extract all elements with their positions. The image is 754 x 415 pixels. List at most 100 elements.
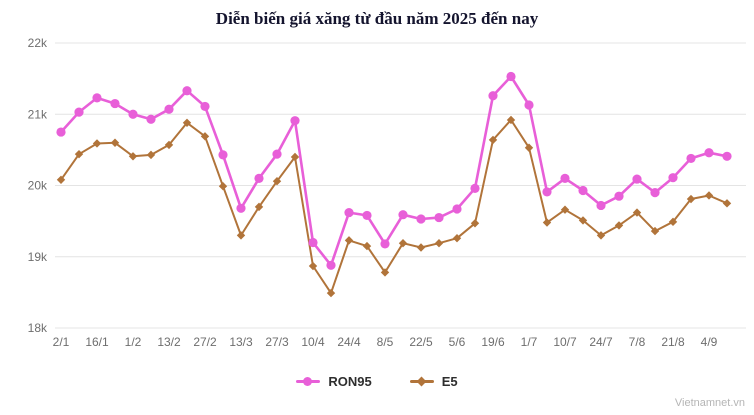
ron95-point[interactable]: [416, 214, 426, 224]
legend-item-ron95[interactable]: RON95: [296, 374, 372, 389]
x-tick-label: 24/4: [337, 335, 361, 349]
e5-point[interactable]: [74, 149, 84, 159]
ron95-point[interactable]: [182, 86, 192, 96]
e5-point[interactable]: [416, 243, 426, 252]
ron95-legend-marker-icon: [296, 377, 321, 387]
e5-point[interactable]: [326, 288, 336, 298]
ron95-point[interactable]: [650, 188, 660, 198]
e5-point[interactable]: [254, 202, 264, 212]
e5-point[interactable]: [164, 140, 174, 150]
ron95-point[interactable]: [290, 116, 300, 126]
e5-point[interactable]: [56, 175, 66, 184]
e5-point[interactable]: [704, 191, 714, 200]
x-tick-label: 22/5: [409, 335, 433, 349]
e5-point[interactable]: [506, 115, 516, 125]
e5-point[interactable]: [668, 217, 678, 227]
e5-point[interactable]: [92, 139, 102, 148]
e5-point[interactable]: [488, 135, 498, 145]
e5-point[interactable]: [110, 138, 120, 147]
e5-point[interactable]: [308, 261, 318, 271]
e5-point[interactable]: [146, 150, 156, 160]
e5-point[interactable]: [542, 218, 552, 227]
x-tick-label: 1/2: [125, 335, 142, 349]
x-tick-label: 10/7: [553, 335, 577, 349]
e5-point[interactable]: [128, 152, 138, 161]
ron95-point[interactable]: [146, 114, 156, 124]
x-tick-label: 2/1: [53, 335, 70, 349]
x-tick-label: 19/6: [481, 335, 505, 349]
ron95-point[interactable]: [578, 185, 588, 196]
ron95-point[interactable]: [344, 207, 354, 218]
e5-point[interactable]: [560, 205, 570, 214]
e5-point[interactable]: [236, 231, 246, 240]
e5-point[interactable]: [632, 208, 642, 217]
x-tick-label: 4/9: [701, 335, 718, 349]
x-tick-label: 1/7: [521, 335, 538, 349]
ron95-point[interactable]: [272, 149, 282, 159]
ron95-point[interactable]: [632, 174, 642, 184]
ron95-point[interactable]: [398, 210, 408, 220]
e5-point[interactable]: [200, 132, 210, 141]
ron95-point[interactable]: [488, 91, 498, 101]
e5-point[interactable]: [398, 239, 408, 248]
e5-legend-marker-icon: [409, 376, 434, 387]
watermark: Vietnamnet.vn: [674, 397, 745, 409]
e5-point[interactable]: [434, 239, 444, 248]
ron95-point[interactable]: [452, 204, 462, 214]
e5-point[interactable]: [470, 219, 480, 228]
ron95-point[interactable]: [110, 98, 120, 109]
chart-title: Diễn biến giá xăng từ đầu năm 2025 đến n…: [215, 9, 539, 28]
e5-point[interactable]: [686, 194, 696, 204]
e5-point[interactable]: [524, 143, 534, 152]
ron95-point[interactable]: [434, 212, 444, 223]
ron95-point[interactable]: [218, 150, 228, 160]
x-tick-label: 7/8: [629, 335, 646, 349]
ron95-point[interactable]: [470, 183, 480, 193]
e5-point[interactable]: [380, 268, 390, 277]
e5-point[interactable]: [722, 199, 732, 208]
e5-point[interactable]: [362, 241, 372, 251]
ron95-point[interactable]: [236, 203, 246, 213]
e5-point[interactable]: [596, 231, 606, 240]
ron95-point[interactable]: [596, 200, 606, 211]
ron95-point[interactable]: [362, 210, 372, 221]
legend-item-e5[interactable]: E5: [409, 374, 458, 389]
e5-point[interactable]: [272, 177, 282, 186]
ron95-point[interactable]: [164, 104, 174, 114]
ron95-point[interactable]: [722, 151, 732, 161]
ron95-point[interactable]: [308, 237, 318, 248]
ron95-point[interactable]: [74, 107, 84, 117]
legend-label-ron95: RON95: [328, 374, 372, 389]
e5-point[interactable]: [578, 216, 588, 225]
x-tick-label: 27/3: [265, 335, 289, 349]
ron95-point[interactable]: [524, 100, 534, 110]
ron95-point[interactable]: [92, 93, 102, 103]
e5-point[interactable]: [290, 152, 300, 162]
ron95-point[interactable]: [704, 148, 714, 158]
ron95-point[interactable]: [254, 173, 264, 183]
ron95-line: [60, 75, 728, 267]
ron95-point[interactable]: [200, 101, 210, 112]
e5-point[interactable]: [218, 182, 228, 191]
ron95-point[interactable]: [560, 173, 570, 183]
ron95-point[interactable]: [380, 239, 390, 249]
ron95-point[interactable]: [542, 187, 552, 197]
e5-point[interactable]: [344, 236, 354, 245]
ron95-point[interactable]: [686, 153, 696, 164]
e5-point[interactable]: [182, 118, 192, 127]
y-tick-label: 22k: [28, 36, 48, 50]
ron95-point[interactable]: [506, 71, 516, 82]
ron95-point[interactable]: [56, 127, 66, 137]
e5-point[interactable]: [452, 234, 462, 243]
ron95-point[interactable]: [668, 173, 678, 183]
x-tick-label: 24/7: [589, 335, 613, 349]
ron95-point[interactable]: [326, 260, 336, 270]
ron95-point[interactable]: [128, 109, 138, 119]
e5-point[interactable]: [650, 226, 660, 236]
ron95-point[interactable]: [614, 191, 624, 201]
x-tick-label: 13/3: [229, 335, 253, 349]
x-tick-label: 5/6: [449, 335, 466, 349]
e5-point[interactable]: [614, 221, 624, 230]
